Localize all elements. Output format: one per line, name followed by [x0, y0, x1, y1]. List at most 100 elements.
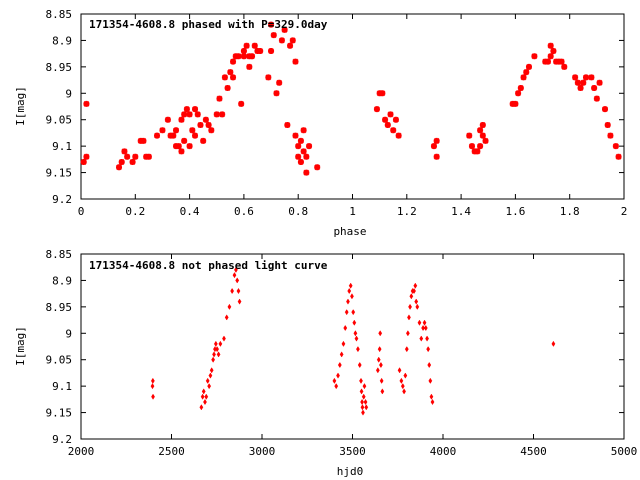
data-point	[268, 47, 275, 55]
data-point	[140, 137, 147, 144]
data-point	[429, 393, 434, 400]
data-point	[230, 58, 237, 65]
x-tick-labels: 0 0.2 0.4 0.6 0.8 1 1.2 1.4 1.6 1.8 2	[78, 205, 628, 218]
data-point	[249, 53, 256, 60]
y-tick-label: 9.15	[46, 167, 73, 180]
data-point	[189, 127, 196, 134]
data-point	[181, 111, 188, 118]
data-point	[237, 298, 242, 305]
data-point	[332, 377, 337, 384]
x-tick-label: 1.2	[397, 205, 417, 218]
data-point	[362, 383, 367, 390]
data-point	[200, 137, 207, 144]
x-tick-labels: 2000 2500 3000 3500 4000 4500 5000	[68, 445, 638, 458]
data-point	[230, 74, 237, 81]
chart-title: 171354-4608.8 phased with P=329.0day	[89, 18, 328, 31]
x-tick-label: 3000	[249, 445, 276, 458]
data-point	[352, 319, 357, 326]
data-point	[474, 148, 481, 155]
data-point	[361, 393, 366, 400]
data-point	[423, 324, 428, 332]
x-tick-label: 0.8	[288, 205, 308, 218]
data-point	[211, 356, 216, 363]
data-point	[390, 127, 397, 134]
data-point	[580, 79, 587, 86]
data-point	[523, 69, 530, 76]
data-point	[334, 383, 339, 390]
data-point	[202, 116, 209, 123]
data-point	[270, 32, 277, 39]
data-point	[433, 137, 440, 144]
y-tick-label: 8.9	[52, 34, 72, 47]
data-point	[215, 346, 220, 353]
data-point	[413, 282, 418, 289]
data-point	[186, 111, 193, 118]
data-point	[357, 361, 362, 369]
data-point	[547, 53, 554, 60]
data-point	[197, 121, 204, 129]
data-point	[224, 84, 231, 92]
data-point	[236, 287, 241, 295]
data-point	[354, 335, 359, 342]
data-point	[222, 335, 226, 342]
x-tick-label: 2	[621, 205, 628, 218]
data-point	[314, 164, 321, 171]
data-point	[292, 132, 299, 139]
y-tick-label: 8.85	[46, 248, 73, 261]
data-point	[203, 398, 207, 406]
data-point	[300, 127, 307, 134]
data-point	[341, 340, 346, 347]
data-point	[159, 127, 166, 134]
data-point	[150, 383, 155, 390]
data-point	[601, 106, 609, 113]
data-point	[408, 303, 412, 310]
data-point	[213, 111, 220, 118]
data-point	[515, 90, 522, 97]
data-point	[306, 143, 313, 150]
data-point	[221, 74, 228, 81]
data-point	[208, 127, 215, 134]
data-point	[359, 377, 363, 384]
data-point	[164, 116, 171, 123]
data-point	[351, 309, 356, 316]
data-point	[561, 63, 568, 70]
data-point	[377, 346, 382, 353]
data-point	[205, 377, 210, 384]
data-point	[384, 121, 391, 129]
y-tick-label: 9.2	[52, 433, 72, 446]
y-tick-label: 9.05	[46, 354, 73, 367]
data-point	[572, 74, 579, 81]
data-point	[525, 63, 532, 70]
data-point	[337, 361, 342, 369]
data-point	[268, 21, 275, 28]
data-point	[278, 37, 285, 44]
data-point	[339, 351, 344, 358]
data-point	[295, 153, 302, 160]
data-point	[482, 137, 489, 144]
y-tick-label: 8.95	[46, 301, 73, 314]
x-tick-label: 5000	[611, 445, 638, 458]
data-point	[218, 340, 223, 347]
data-point	[83, 153, 90, 160]
data-point	[212, 351, 216, 358]
y-tick-label: 9.05	[46, 114, 73, 127]
data-point	[403, 372, 408, 379]
data-point	[181, 137, 188, 144]
data-point	[347, 287, 352, 295]
data-point	[350, 293, 354, 300]
data-point	[173, 127, 180, 134]
data-point	[415, 303, 420, 310]
data-point	[409, 293, 414, 300]
x-axis-label: hjd0	[337, 465, 364, 478]
data-point	[353, 330, 358, 337]
data-point	[284, 121, 291, 129]
data-point	[588, 74, 595, 81]
data-point	[550, 47, 557, 55]
axis-ticks	[80, 13, 625, 200]
data-point	[240, 53, 247, 60]
y-tick-label: 8.85	[46, 8, 73, 21]
data-point	[234, 266, 238, 273]
data-point	[303, 153, 310, 160]
phased-light-curve-panel: 0 0.2 0.4 0.6 0.8 1 1.2 1.4 1.6 1.8 2 8.85 8.9 8.95 9…	[14, 8, 627, 238]
